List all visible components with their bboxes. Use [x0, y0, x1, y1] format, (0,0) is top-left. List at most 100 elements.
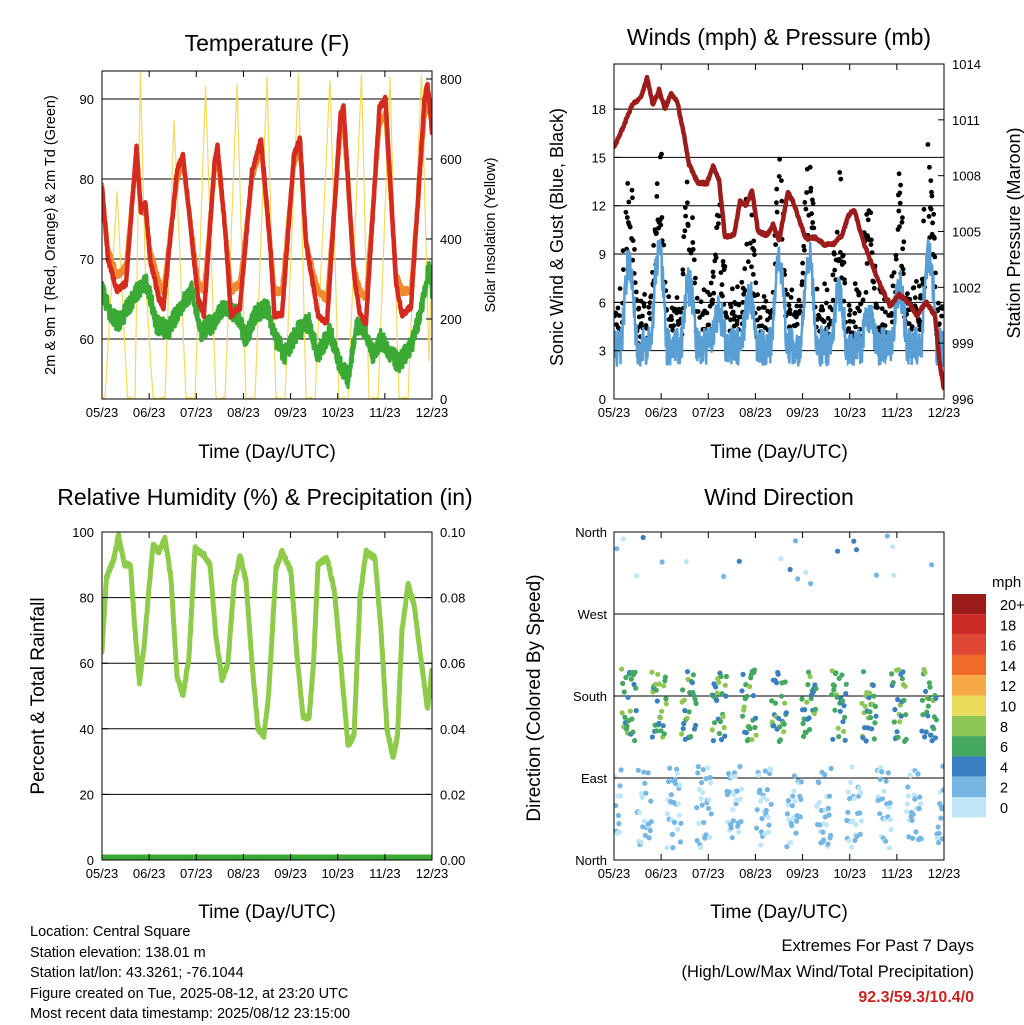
- wind-direction-point: [636, 810, 643, 816]
- gust-point: [674, 295, 680, 300]
- wind-direction-ytick-label: East: [581, 771, 607, 786]
- extremes-subtitle: (High/Low/Max Wind/Total Precipitation): [681, 962, 974, 981]
- gust-point: [701, 287, 707, 293]
- gust-point: [879, 306, 885, 311]
- wind-direction-point: [868, 715, 874, 721]
- wind-direction-point: [913, 829, 919, 835]
- wind-direction-point: [649, 669, 655, 675]
- gust-point: [847, 312, 852, 318]
- speed-legend-swatch: [952, 715, 986, 737]
- wind-direction-point: [757, 798, 764, 804]
- wind-direction-point: [677, 839, 684, 845]
- wind-direction-point: [618, 767, 624, 773]
- wind-direction-point: [845, 809, 851, 815]
- wind-direction-point: [768, 767, 774, 773]
- wind-direction-point: [862, 703, 868, 710]
- wind-direction-point: [649, 734, 656, 740]
- wind-direction-point: [750, 693, 757, 699]
- wind-direction-point: [879, 769, 885, 775]
- wind-direction-point: [818, 807, 825, 814]
- wind-direction-point: [629, 716, 635, 722]
- wind-direction-point: [808, 581, 814, 587]
- wind-direction-point: [619, 710, 625, 716]
- wind-direction-point: [694, 805, 700, 811]
- winds-y2tick-label: 999: [952, 336, 974, 351]
- gust-point: [834, 229, 840, 235]
- gust-point: [798, 303, 804, 309]
- wind-direction-point: [778, 693, 785, 699]
- wind-direction-ytick-label: North: [575, 853, 607, 868]
- temperature-xtick-label: 12/23: [416, 405, 449, 420]
- gust-point: [627, 224, 633, 230]
- wind-direction-point: [926, 695, 932, 702]
- gust-point: [710, 269, 716, 275]
- wind-direction-point: [730, 818, 737, 824]
- gust-point: [785, 292, 790, 297]
- temp-2m-line: [102, 81, 432, 327]
- wind-direction-point: [661, 683, 667, 689]
- wind-direction-point: [789, 803, 795, 809]
- gust-point: [714, 224, 720, 230]
- wind-direction-point: [785, 802, 791, 808]
- wind-direction-point: [630, 729, 636, 735]
- gust-point: [642, 292, 647, 297]
- wind-direction-point: [904, 809, 910, 815]
- gust-point: [685, 223, 691, 229]
- wind-direction-point: [793, 830, 799, 836]
- gust-point: [840, 252, 846, 258]
- sonic-wind-line: [614, 238, 944, 367]
- gust-point: [912, 295, 918, 301]
- gust-point: [852, 281, 858, 287]
- wind-direction-point: [659, 708, 665, 714]
- speed-legend-swatch: [952, 736, 986, 757]
- wind-direction-point: [842, 714, 848, 721]
- gust-point: [914, 279, 919, 284]
- wind-direction-point: [625, 694, 631, 700]
- wind-direction-point: [782, 700, 788, 706]
- wind-direction-point: [642, 780, 648, 786]
- wind-direction-point: [778, 556, 784, 562]
- gust-point: [615, 305, 621, 311]
- gust-point: [800, 270, 806, 276]
- gust-point: [897, 224, 902, 230]
- wind-direction-point: [705, 765, 711, 771]
- wind-direction-point: [733, 801, 739, 807]
- wind-direction-xlabel: Time (Day/UTC): [710, 902, 848, 923]
- dewpoint-line: [102, 261, 432, 390]
- wind-direction-point: [635, 767, 642, 773]
- wind-direction-point: [849, 844, 855, 850]
- wind-direction-point: [669, 831, 676, 838]
- gust-point: [654, 194, 660, 199]
- wind-direction-point: [707, 834, 713, 840]
- temperature-xtick-label: 06/23: [133, 405, 166, 420]
- wind-direction-point: [843, 681, 849, 687]
- gust-point: [871, 285, 877, 291]
- wind-direction-point: [789, 823, 795, 829]
- gust-point: [736, 302, 742, 308]
- wind-direction-point: [776, 715, 782, 722]
- gust-point: [761, 294, 767, 299]
- gust-point: [755, 292, 760, 298]
- wind-direction-point: [695, 770, 701, 776]
- gust-point: [794, 303, 800, 309]
- gust-point: [677, 320, 682, 326]
- speed-legend: mph 20+ 18 16 14 12 10 8 6 4 2 0: [952, 574, 1024, 818]
- wind-direction-point: [722, 682, 728, 688]
- gust-point: [837, 170, 843, 175]
- gust-point: [707, 292, 713, 298]
- humidity-ytick-label: 20: [80, 787, 94, 802]
- wind-direction-point: [673, 781, 679, 787]
- wind-direction-point: [620, 680, 626, 687]
- wind-direction-point: [904, 801, 910, 807]
- gust-point: [890, 283, 896, 289]
- wind-direction-point: [925, 713, 931, 719]
- wind-direction-ytick-label: West: [578, 607, 608, 622]
- wind-direction-point: [896, 667, 902, 673]
- wind-direction-point: [694, 838, 700, 844]
- wind-direction-xtick-label: 09/23: [786, 866, 819, 881]
- wind-direction-point: [915, 771, 921, 777]
- wind-direction-point: [664, 845, 670, 851]
- wind-direction-point: [795, 576, 801, 582]
- gust-point: [690, 215, 695, 221]
